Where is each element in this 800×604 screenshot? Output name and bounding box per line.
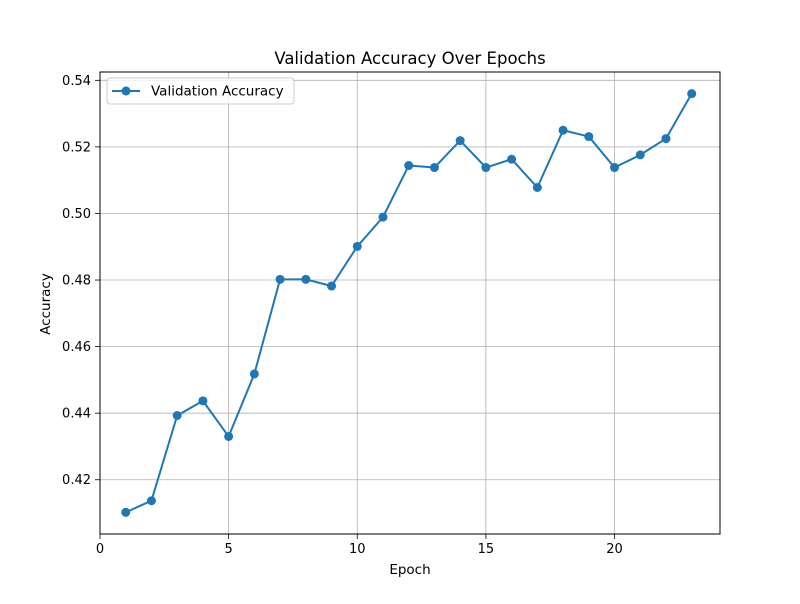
plot-frame [99, 71, 721, 535]
data-point-marker [532, 183, 542, 192]
x-tick-label: 10 [349, 542, 366, 557]
x-tick-label: 20 [606, 542, 623, 557]
y-tick-label: 0.44 [62, 407, 91, 422]
data-point-marker [635, 150, 645, 160]
data-point-marker [455, 136, 465, 146]
data-point-marker [481, 163, 491, 173]
data-point-marker [198, 396, 208, 406]
y-tick-label: 0.52 [62, 140, 91, 155]
y-tick-label: 0.50 [62, 207, 91, 222]
data-point-marker [378, 212, 388, 222]
x-tick-label: 15 [478, 542, 495, 557]
data-point-marker [146, 496, 156, 506]
legend-marker-swatch [121, 86, 131, 96]
grid-lines [99, 72, 720, 534]
data-point-marker [558, 125, 568, 135]
y-tick-label: 0.54 [62, 74, 91, 89]
data-point-marker [687, 89, 697, 99]
legend-label: Validation Accuracy [151, 84, 284, 100]
data-point-marker [352, 241, 362, 251]
data-point-marker [301, 274, 311, 284]
x-axis-label: Epoch [389, 562, 430, 578]
x-axis-ticks: 0 5 10 15 20 [96, 534, 623, 557]
y-tick-label: 0.46 [62, 340, 91, 355]
legend: Validation Accuracy [106, 77, 295, 105]
data-point-marker [249, 369, 259, 379]
data-point-marker [224, 431, 234, 441]
data-point-marker [661, 134, 671, 144]
y-tick-label: 0.42 [62, 473, 91, 488]
data-point-marker [275, 274, 285, 284]
chart-title: Validation Accuracy Over Epochs [274, 49, 545, 68]
data-point-marker [584, 132, 594, 142]
data-point-marker [327, 281, 337, 291]
data-point-marker [429, 163, 439, 173]
data-point-marker [507, 154, 517, 164]
y-axis-label: Accuracy [38, 273, 54, 335]
y-axis-ticks: 0.42 0.44 0.46 0.48 0.50 0.52 0.54 [62, 74, 100, 488]
data-point-marker [172, 411, 182, 421]
x-tick-label: 5 [224, 542, 232, 557]
y-tick-label: 0.48 [62, 274, 91, 289]
legend-box [106, 77, 295, 105]
x-tick-label: 0 [96, 542, 104, 557]
series-layer [121, 89, 697, 517]
data-point-marker [404, 161, 414, 171]
data-point-marker [121, 507, 131, 517]
data-point-marker [610, 163, 620, 173]
